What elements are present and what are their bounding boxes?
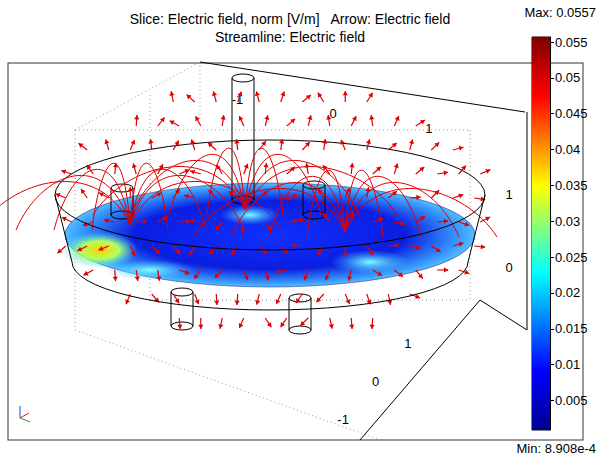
svg-text:Min: 8.908e-4: Min: 8.908e-4 [517,441,597,456]
svg-text:0: 0 [505,260,512,275]
svg-text:0.02: 0.02 [555,285,580,300]
svg-text:0: 0 [372,374,379,389]
svg-text:0.01: 0.01 [555,357,580,372]
svg-text:-1: -1 [337,412,349,427]
svg-text:0.03: 0.03 [555,214,580,229]
svg-text:0: 0 [329,106,337,122]
svg-text:0.055: 0.055 [555,35,588,50]
svg-text:1: 1 [505,187,512,202]
svg-text:Slice: Electric field, norm [V: Slice: Electric field, norm [V/m] Arrow:… [130,11,451,27]
svg-text:-1: -1 [232,92,244,107]
svg-text:0.015: 0.015 [555,321,588,336]
svg-text:0.04: 0.04 [555,142,580,157]
svg-text:0.025: 0.025 [555,250,588,265]
svg-text:Streamline: Electric field: Streamline: Electric field [215,29,365,45]
svg-text:Max: 0.0557: Max: 0.0557 [524,5,596,20]
svg-text:0.05: 0.05 [555,70,580,85]
svg-text:0.045: 0.045 [555,106,588,121]
svg-text:0.005: 0.005 [555,393,588,408]
svg-text:0.035: 0.035 [555,178,588,193]
svg-text:1: 1 [404,336,411,351]
svg-text:1: 1 [425,121,432,136]
